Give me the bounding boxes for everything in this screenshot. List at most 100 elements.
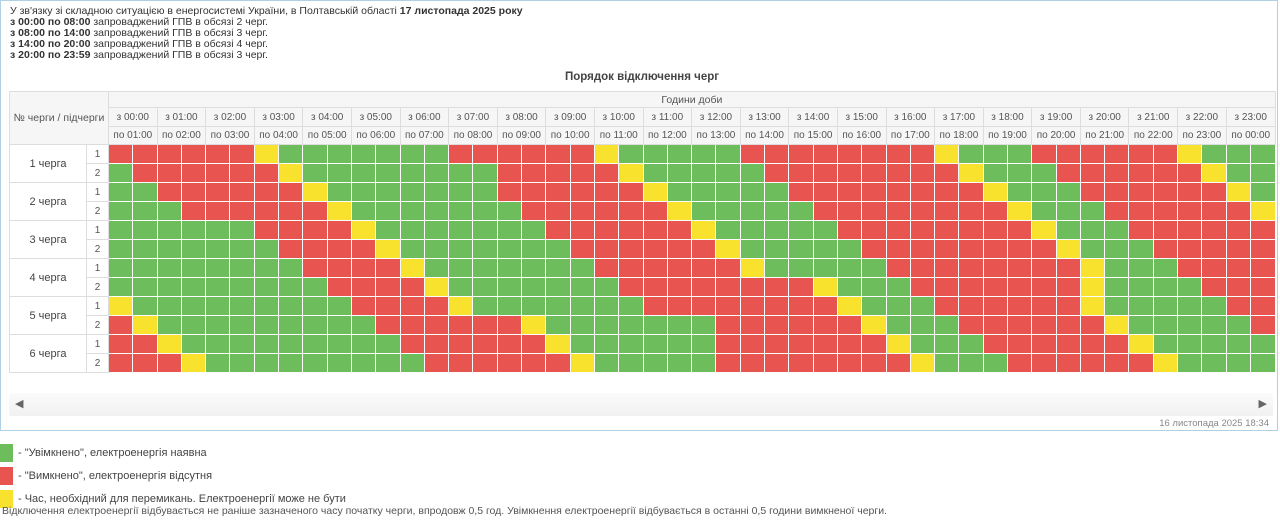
grid-cell bbox=[909, 277, 936, 297]
grid-cell bbox=[691, 277, 717, 297]
hours-of-day-label: Години доби bbox=[108, 91, 1276, 108]
grid-cell bbox=[1006, 239, 1033, 259]
grid-cell bbox=[1201, 239, 1227, 259]
grid-cell bbox=[1201, 296, 1227, 316]
grid-cell bbox=[521, 239, 547, 259]
hour-from-header: з 10:00 bbox=[593, 107, 644, 127]
grid-cell bbox=[1152, 296, 1179, 316]
grid-cell bbox=[618, 163, 644, 183]
grid-cell bbox=[788, 334, 814, 354]
legend-sw-swatch bbox=[0, 490, 13, 508]
grid-cell bbox=[618, 258, 644, 278]
grid-cell bbox=[618, 334, 644, 354]
grid-cell bbox=[861, 163, 887, 183]
updated-timestamp: 16 листопада 2025 18:34 bbox=[1159, 418, 1269, 429]
scroll-right-icon[interactable]: ▶ bbox=[1258, 398, 1267, 410]
grid-cell bbox=[521, 277, 547, 297]
grid-cell bbox=[666, 258, 693, 278]
grid-cell bbox=[1201, 163, 1227, 183]
subqueue-number: 1 bbox=[86, 220, 109, 240]
hour-from-header: з 21:00 bbox=[1128, 107, 1179, 127]
grid-cell bbox=[1079, 277, 1106, 297]
grid-cell bbox=[229, 353, 255, 373]
grid-cell bbox=[229, 258, 255, 278]
grid-cell bbox=[715, 277, 741, 297]
grid-cell bbox=[642, 315, 668, 335]
legend-off-swatch bbox=[0, 467, 13, 485]
scroll-left-icon[interactable]: ◀ bbox=[15, 398, 24, 410]
grid-cell bbox=[253, 182, 280, 202]
intro-line-text: запроваджений ГПВ в обсязі 3 черг. bbox=[90, 49, 268, 61]
grid-cell bbox=[739, 220, 766, 240]
grid-cell bbox=[253, 144, 280, 164]
hour-to-header: по 23:00 bbox=[1177, 126, 1227, 145]
grid-cell bbox=[350, 334, 377, 354]
grid-cell bbox=[861, 182, 887, 202]
grid-cell bbox=[1055, 201, 1081, 221]
hour-from-header: з 13:00 bbox=[739, 107, 790, 127]
grid-cell bbox=[156, 182, 182, 202]
grid-cell bbox=[885, 182, 911, 202]
legend-text: - "Вимкнено", електроенергія відсутня bbox=[18, 470, 213, 482]
grid-cell bbox=[642, 163, 668, 183]
grid-cell bbox=[545, 144, 571, 164]
horizontal-scrollbar[interactable]: ◀ ▶ bbox=[9, 393, 1273, 416]
grid-cell bbox=[593, 239, 620, 259]
grid-cell bbox=[593, 220, 620, 240]
hour-to-header: по 05:00 bbox=[302, 126, 352, 145]
grid-cell bbox=[253, 239, 280, 259]
grid-cell bbox=[205, 201, 231, 221]
grid-cell bbox=[569, 220, 595, 240]
grid-cell bbox=[764, 239, 790, 259]
grid-cell bbox=[545, 277, 571, 297]
grid-cell bbox=[375, 258, 401, 278]
grid-cell bbox=[472, 315, 498, 335]
grid-cell bbox=[1225, 315, 1251, 335]
grid-cell bbox=[764, 353, 790, 373]
subqueue-number: 2 bbox=[86, 353, 109, 373]
grid-cell bbox=[934, 277, 960, 297]
grid-cell bbox=[1031, 353, 1057, 373]
grid-cell bbox=[1031, 258, 1057, 278]
hour-to-row: по 01:00 по 02:00 по 03:00 по 04:00 по 05:00… bbox=[10, 126, 1276, 145]
grid-cell bbox=[1079, 163, 1106, 183]
grid-cell bbox=[715, 353, 741, 373]
grid-cell bbox=[593, 334, 620, 354]
grid-cell bbox=[909, 258, 936, 278]
hour-to-header: по 15:00 bbox=[788, 126, 838, 145]
grid-cell bbox=[302, 277, 328, 297]
grid-cell bbox=[739, 258, 766, 278]
grid-cell bbox=[278, 353, 304, 373]
grid-cell bbox=[496, 315, 523, 335]
grid-cell bbox=[666, 277, 693, 297]
grid-cell bbox=[642, 334, 668, 354]
grid-cell bbox=[180, 182, 207, 202]
grid-cell bbox=[229, 334, 255, 354]
grid-cell bbox=[1128, 315, 1154, 335]
grid-cell bbox=[836, 334, 863, 354]
grid-cell bbox=[521, 315, 547, 335]
grid-cell bbox=[1225, 277, 1251, 297]
intro-line-4: з 14:00 по 20:00 запроваджений ГПВ в обс… bbox=[10, 39, 523, 50]
grid-cell bbox=[1031, 296, 1057, 316]
hour-from-header: з 02:00 bbox=[205, 107, 255, 127]
grid-cell bbox=[278, 315, 304, 335]
grid-cell bbox=[1225, 182, 1251, 202]
grid-cell bbox=[739, 201, 766, 221]
grid-cell bbox=[982, 182, 1008, 202]
intro-time-range: з 08:00 по 14:00 bbox=[10, 27, 91, 39]
grid-cell bbox=[788, 315, 814, 335]
grid-cell bbox=[496, 144, 523, 164]
grid-cell bbox=[180, 334, 207, 354]
grid-cell bbox=[982, 201, 1008, 221]
grid-cell bbox=[569, 201, 595, 221]
grid-cell bbox=[618, 182, 644, 202]
grid-cell bbox=[958, 163, 984, 183]
grid-cell bbox=[399, 315, 425, 335]
grid-cell bbox=[691, 201, 717, 221]
grid-cell bbox=[132, 277, 158, 297]
grid-cell bbox=[521, 334, 547, 354]
grid-cell bbox=[1152, 258, 1179, 278]
grid-cell bbox=[618, 353, 644, 373]
grid-cell bbox=[1152, 277, 1179, 297]
